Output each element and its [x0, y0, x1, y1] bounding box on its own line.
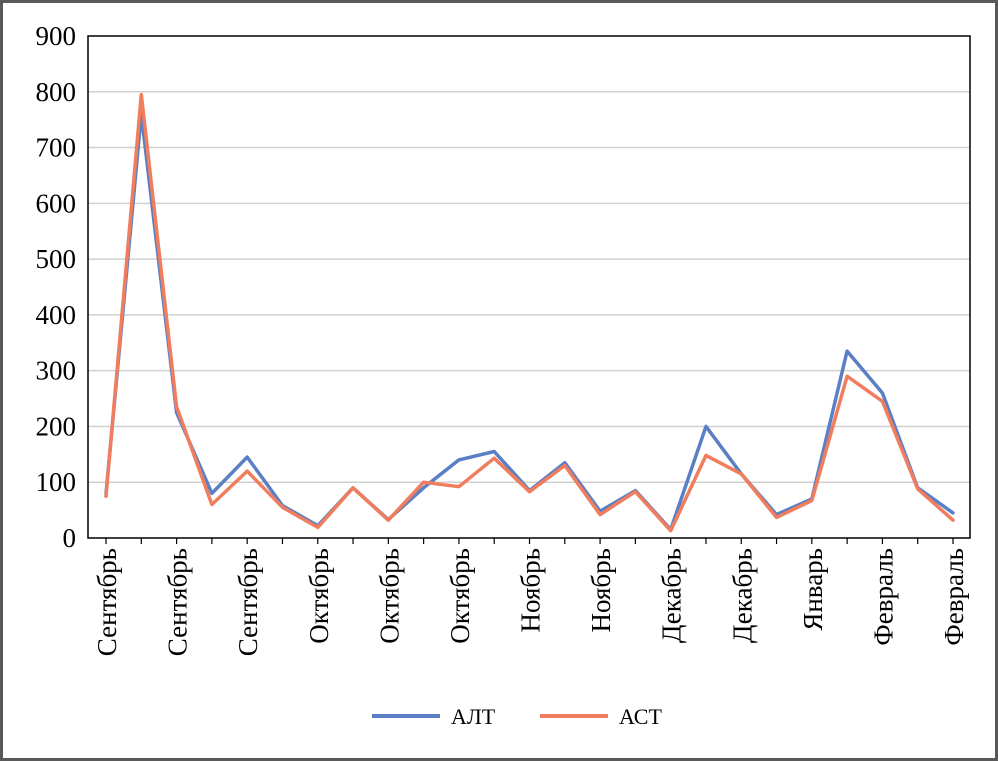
y-tick-label: 900 [36, 21, 77, 51]
x-tick-label: Февраль [939, 548, 969, 646]
series-lines [104, 92, 955, 533]
y-tick-label: 200 [36, 411, 77, 441]
series-line-2 [104, 92, 955, 533]
x-tick-label: Сентябрь [92, 548, 122, 656]
x-tick-label: Сентябрь [233, 548, 263, 656]
y-tick-label: 100 [36, 467, 77, 497]
x-tick-label: Октябрь [374, 548, 404, 644]
y-tick-label: 500 [36, 244, 77, 274]
plot-area-border [87, 35, 971, 539]
x-tick-label: Октябрь [304, 548, 334, 644]
y-tick-label: 0 [63, 523, 77, 553]
y-tick-label: 300 [36, 356, 77, 386]
legend-label-1: АЛТ [451, 704, 496, 729]
x-tick-label: Декабрь [657, 548, 687, 643]
x-tick-label: Январь [798, 548, 828, 631]
legend-label-2: АСТ [619, 704, 662, 729]
y-tick-label: 600 [36, 188, 77, 218]
x-axis: Сентябрь Сентябрь Сентябрь Октябрь Октябрь Ок… [92, 538, 969, 656]
y-tick-label: 700 [36, 133, 77, 163]
x-tick-label: Декабрь [727, 548, 757, 643]
legend: АЛТ АСТ [372, 704, 662, 729]
y-tick-label: 800 [36, 77, 77, 107]
x-tick-label: Февраль [868, 548, 898, 646]
x-tick-label: Ноябрь [586, 548, 616, 632]
x-tick-label: Октябрь [445, 548, 475, 644]
x-tick-label: Сентябрь [163, 548, 193, 656]
y-tick-label: 400 [36, 300, 77, 330]
gridlines [88, 91, 970, 483]
x-tick-label: Ноябрь [516, 548, 546, 632]
y-axis: 0 100 200 300 400 500 600 700 800 900 [36, 21, 77, 553]
series-line-1 [104, 112, 955, 532]
